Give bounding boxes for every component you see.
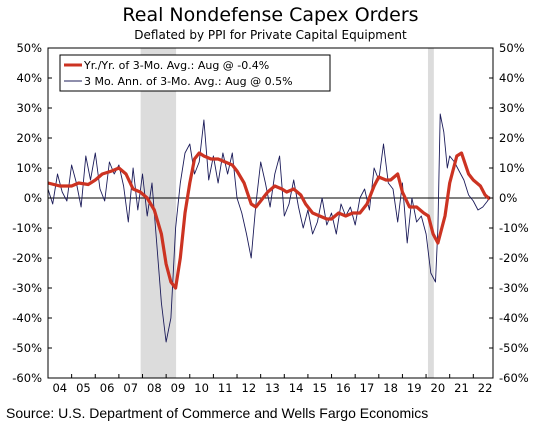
y-tick-label-left: -40% — [12, 311, 42, 325]
series-line-1 — [47, 151, 491, 290]
y-tick-label-left: 50% — [16, 41, 42, 55]
recession-band-2 — [427, 48, 434, 378]
axis-ticks: 50% 50% 40% 40% 30% 30% 20% 20% 10% 10% 0% 0% -10% -1… — [12, 41, 529, 395]
x-tick-label: 21 — [454, 381, 469, 395]
y-tick-label-right: 0% — [499, 191, 517, 205]
chart: 50% 50% 40% 40% 30% 30% 20% 20% 10% 10% 0% 0% -10% -1… — [12, 41, 529, 395]
x-tick-label: 12 — [242, 381, 257, 395]
y-tick-label-left: 20% — [16, 131, 42, 145]
legend-label-2: 3 Mo. Ann. of 3-Mo. Avg.: Aug @ 0.5% — [84, 75, 293, 88]
y-tick-label-right: 50% — [499, 41, 525, 55]
plot-frame — [47, 47, 494, 379]
y-tick-label-right: -30% — [499, 281, 529, 295]
legend-label-1: Yr./Yr. of 3-Mo. Avg.: Aug @ -0.4% — [83, 59, 269, 72]
x-tick-label: 07 — [123, 381, 138, 395]
x-tick-label: 14 — [289, 381, 304, 395]
y-tick-label-left: -30% — [12, 281, 42, 295]
chart-title: Real Nondefense Capex Orders — [122, 4, 419, 26]
y-tick-label-left: -20% — [12, 251, 42, 265]
series-line-2 — [47, 113, 491, 343]
legend-box — [59, 54, 331, 92]
source-note: Source: U.S. Department of Commerce and … — [6, 405, 429, 421]
x-tick-label: 13 — [265, 381, 280, 395]
y-tick-label-right: -10% — [499, 221, 529, 235]
x-tick-label: 09 — [171, 381, 186, 395]
y-tick-label-left: 30% — [16, 101, 42, 115]
x-tick-label: 20 — [431, 381, 446, 395]
y-tick-label-right: 10% — [499, 161, 525, 175]
x-tick-label: 19 — [407, 381, 422, 395]
x-tick-label: 15 — [312, 381, 327, 395]
y-tick-label-right: -20% — [499, 251, 529, 265]
y-tick-label-right: 30% — [499, 101, 525, 115]
x-tick-label: 04 — [52, 381, 67, 395]
y-tick-label-right: 20% — [499, 131, 525, 145]
recession-band-1 — [140, 48, 177, 378]
x-tick-label: 05 — [76, 381, 91, 395]
y-tick-label-left: -60% — [12, 371, 42, 385]
x-tick-label: 17 — [360, 381, 375, 395]
y-tick-label-left: -50% — [12, 341, 42, 355]
y-tick-label-right: 40% — [499, 71, 525, 85]
x-tick-label: 10 — [194, 381, 209, 395]
series-lines — [47, 113, 491, 343]
x-tick-label: 22 — [478, 381, 493, 395]
x-tick-label: 06 — [100, 381, 115, 395]
x-tick-label: 08 — [147, 381, 162, 395]
y-tick-label-left: -10% — [12, 221, 42, 235]
y-tick-label-right: -50% — [499, 341, 529, 355]
chart-subtitle: Deflated by PPI for Private Capital Equi… — [134, 28, 407, 42]
y-tick-label-right: -60% — [499, 371, 529, 385]
y-tick-label-left: 10% — [16, 161, 42, 175]
legend: Yr./Yr. of 3-Mo. Avg.: Aug @ -0.4% 3 Mo. … — [59, 54, 331, 92]
x-tick-label: 16 — [336, 381, 351, 395]
x-tick-label: 11 — [218, 381, 233, 395]
y-tick-label-left: 0% — [24, 191, 42, 205]
x-tick-label: 18 — [383, 381, 398, 395]
y-tick-label-right: -40% — [499, 311, 529, 325]
y-tick-label-left: 40% — [16, 71, 42, 85]
